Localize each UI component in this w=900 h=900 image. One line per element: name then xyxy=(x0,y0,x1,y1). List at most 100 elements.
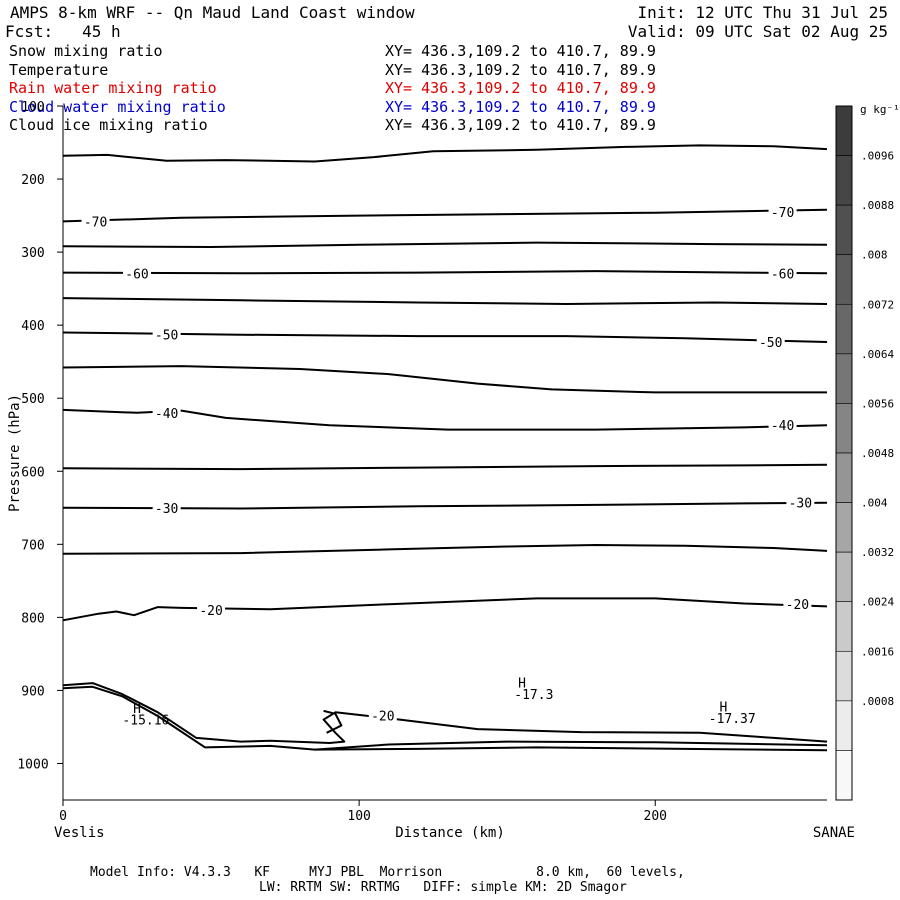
colorbar-swatch xyxy=(835,551,853,603)
colorbar-level-label: .0016 xyxy=(861,645,894,658)
app-title: AMPS 8-km WRF -- Qn Maud Land Coast wind… xyxy=(10,3,415,22)
colorbar-level-label: .0096 xyxy=(861,150,894,163)
contour-label: -60 xyxy=(771,267,794,282)
field-xy-range: XY= 436.3,109.2 to 410.7, 89.9 xyxy=(385,79,656,97)
y-axis-title: Pressure (hPa) xyxy=(7,394,23,512)
contour-label: -50 xyxy=(155,329,178,344)
temperature-contour xyxy=(62,208,828,223)
contour-label-bg xyxy=(768,265,797,281)
colorbar-swatch xyxy=(835,303,853,355)
colorbar-level-label: .0032 xyxy=(861,546,894,559)
high-value-label: -17.37 xyxy=(709,712,756,727)
temperature-contour xyxy=(62,365,827,394)
y-tick-label: 200 xyxy=(21,173,44,188)
colorbar-level-label: .0064 xyxy=(861,348,894,361)
colorbar-level-label: .008 xyxy=(861,249,888,262)
colorbar-swatch xyxy=(835,353,853,404)
forecast-hour: Fcst: 45 h xyxy=(5,22,121,41)
temperature-contour xyxy=(62,297,828,305)
y-tick-label: 400 xyxy=(21,319,44,334)
contour-label-bg xyxy=(756,333,785,349)
contour-label: -70 xyxy=(84,215,107,230)
contour-label: -40 xyxy=(771,419,794,434)
colorbar: .0096 .0088 .008 .0072 .0064 .0056 .0048 .004 .0… xyxy=(835,103,900,801)
temperature-contour xyxy=(62,501,828,510)
colorbar-swatch xyxy=(835,105,853,156)
contour-label-bg xyxy=(152,404,181,420)
temperature-contour xyxy=(62,597,828,622)
contour-label-bg xyxy=(786,494,815,510)
temperature-contour xyxy=(62,408,828,431)
contour-label: -30 xyxy=(155,502,178,517)
colorbar-swatch xyxy=(835,750,853,801)
y-tick-label: 800 xyxy=(21,611,44,626)
field-name: Rain water mixing ratio xyxy=(9,79,217,97)
temperature-contour xyxy=(62,685,828,752)
contour-label: -20 xyxy=(371,709,394,724)
contour-label: -50 xyxy=(759,336,782,351)
field-xy-range: XY= 436.3,109.2 to 410.7, 89.9 xyxy=(385,42,656,60)
high-marker: H xyxy=(518,676,526,691)
field-name: Temperature xyxy=(9,60,109,79)
high-marker: H xyxy=(719,700,727,715)
temperature-contour xyxy=(62,241,828,248)
colorbar-frame xyxy=(835,105,853,801)
colorbar-unit-label: g kg⁻¹ xyxy=(860,103,900,116)
temperature-contour xyxy=(62,682,828,744)
y-tick-label: 1000 xyxy=(17,757,48,772)
field-xy-range: XY= 436.3,109.2 to 410.7, 89.9 xyxy=(385,97,656,116)
contour-label: -70 xyxy=(771,206,794,221)
temperature-contour xyxy=(323,709,343,734)
contour-label-bg xyxy=(152,499,181,515)
model-info-line1: Model Info: V4.3.3 KF MYJ PBL Morrison 8… xyxy=(90,865,685,880)
endpoint-right-label: SANAE xyxy=(813,825,855,841)
contour-label-bg xyxy=(197,602,226,618)
colorbar-swatch xyxy=(835,502,853,553)
y-tick-label: 500 xyxy=(21,392,44,407)
temperature-contours xyxy=(62,144,828,752)
contour-label-bg xyxy=(81,213,110,229)
y-tick-label: 300 xyxy=(21,246,44,261)
colorbar-level-label: .0008 xyxy=(861,695,894,708)
colorbar-swatch xyxy=(835,452,853,503)
contour-label: -30 xyxy=(789,497,812,512)
colorbar-level-label: .0024 xyxy=(861,596,894,609)
colorbar-level-label: .0072 xyxy=(861,298,894,311)
contour-label: -40 xyxy=(155,407,178,422)
colorbar-swatch xyxy=(835,700,853,751)
high-value-label: -15.16 xyxy=(122,714,169,729)
y-tick-label: 100 xyxy=(21,100,44,115)
colorbar-level-label: .004 xyxy=(861,497,888,510)
temperature-contour xyxy=(62,144,828,163)
high-value-label: -17.3 xyxy=(514,688,553,703)
endpoint-left-label: Veslis xyxy=(54,825,105,841)
y-tick-label: 600 xyxy=(21,465,44,480)
contour-labels: -70 -70 -60 -60 -50 -50 -40 -40 -30 -30 -20 -20 -20 H… xyxy=(81,203,815,729)
x-tick-label: 200 xyxy=(644,809,667,824)
colorbar-level-label: .0056 xyxy=(861,397,894,410)
high-marker: H xyxy=(133,702,141,717)
temperature-contour xyxy=(62,544,828,555)
chart-axes: 100 200 300 400 500 600 700 800 900 1000 0 100 200 Di… xyxy=(7,100,855,841)
x-tick-label: 100 xyxy=(347,809,370,824)
contour-label-bg xyxy=(768,203,797,219)
contour-label-bg xyxy=(368,707,397,723)
colorbar-swatch xyxy=(835,254,853,305)
temperature-contour xyxy=(314,740,828,751)
contour-label-bg xyxy=(783,596,812,612)
contour-label-bg xyxy=(123,265,152,281)
model-info-line2: LW: RRTM SW: RRTMG DIFF: simple KM: 2D S… xyxy=(259,880,627,895)
field-xy-range: XY= 436.3,109.2 to 410.7, 89.9 xyxy=(385,116,656,134)
y-tick-label: 900 xyxy=(21,684,44,699)
contour-label: -20 xyxy=(199,604,222,619)
temperature-contour xyxy=(62,270,828,275)
x-axis-title: Distance (km) xyxy=(395,825,505,841)
field-name: Cloud water mixing ratio xyxy=(9,97,226,116)
field-name: Snow mixing ratio xyxy=(9,42,163,60)
colorbar-swatch xyxy=(835,155,853,206)
colorbar-level-label: .0048 xyxy=(861,447,894,460)
init-time: Init: 12 UTC Thu 31 Jul 25 xyxy=(637,3,888,22)
x-tick-label: 0 xyxy=(59,809,67,824)
valid-time: Valid: 09 UTC Sat 02 Aug 25 xyxy=(627,22,888,41)
